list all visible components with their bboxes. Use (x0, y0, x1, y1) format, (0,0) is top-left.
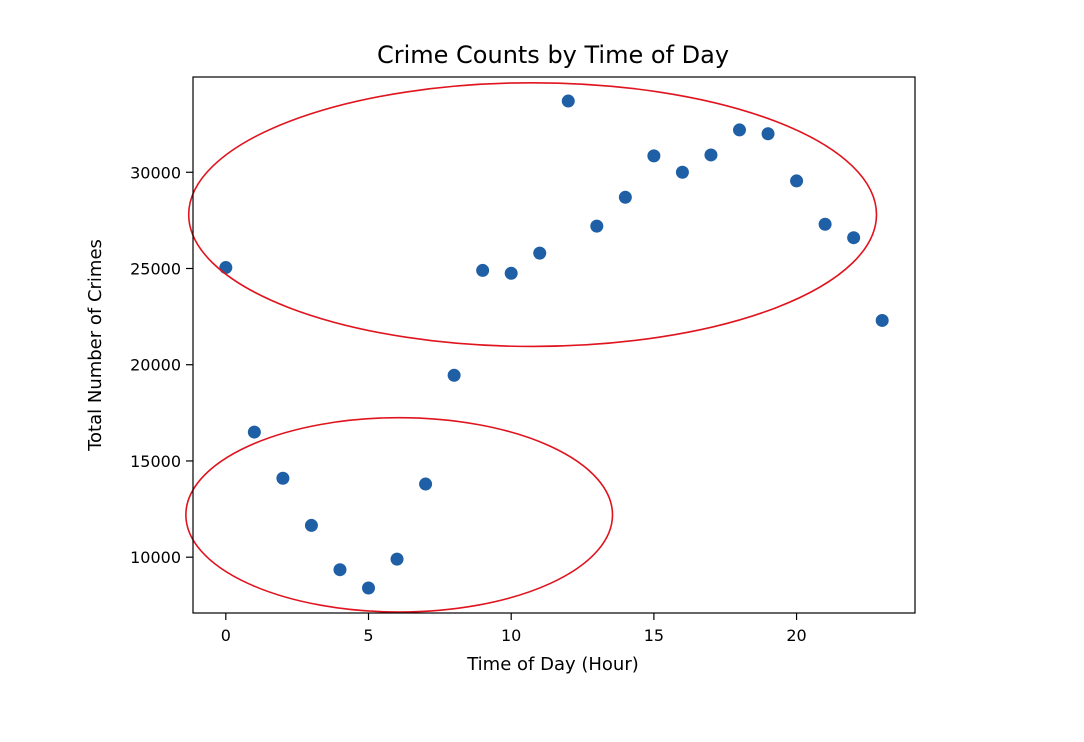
x-axis: 0 5 10 15 20 (221, 613, 807, 645)
data-point (419, 477, 433, 491)
data-point (875, 313, 889, 327)
data-point (761, 127, 775, 141)
plot-area (185, 81, 889, 613)
data-point (304, 518, 318, 532)
data-point (647, 149, 661, 163)
y-tick-label: 25000 (130, 259, 181, 278)
y-tick-label: 20000 (130, 356, 181, 375)
data-point (590, 219, 604, 233)
data-point (390, 552, 404, 566)
x-tick-label: 5 (363, 626, 373, 645)
data-point (362, 581, 376, 595)
x-axis-label: Time of Day (Hour) (466, 654, 639, 675)
y-tick-label: 30000 (130, 163, 181, 182)
data-point (704, 148, 718, 162)
annotation-ellipse (185, 416, 614, 613)
data-point (247, 425, 261, 439)
data-point (618, 190, 632, 204)
data-point (847, 231, 861, 245)
y-axis: 10000 15000 20000 25000 30000 (130, 163, 193, 567)
x-tick-label: 20 (786, 626, 806, 645)
data-point (675, 165, 689, 179)
data-point (533, 246, 547, 260)
data-point (732, 123, 746, 137)
y-tick-label: 10000 (130, 548, 181, 567)
data-point (504, 266, 518, 280)
y-axis-label: Total Number of Crimes (85, 239, 106, 452)
data-point (276, 471, 290, 485)
x-tick-label: 10 (501, 626, 521, 645)
annotation-ellipse (187, 81, 878, 348)
data-point (447, 368, 461, 382)
data-point (790, 174, 804, 188)
y-tick-label: 15000 (130, 452, 181, 471)
data-point (476, 263, 490, 277)
data-point (219, 261, 233, 275)
x-tick-label: 0 (221, 626, 231, 645)
data-point (333, 563, 347, 577)
chart-title: Crime Counts by Time of Day (377, 41, 729, 69)
x-tick-label: 15 (644, 626, 664, 645)
plot-frame (192, 76, 916, 614)
data-point (818, 217, 832, 231)
data-point (561, 94, 575, 108)
